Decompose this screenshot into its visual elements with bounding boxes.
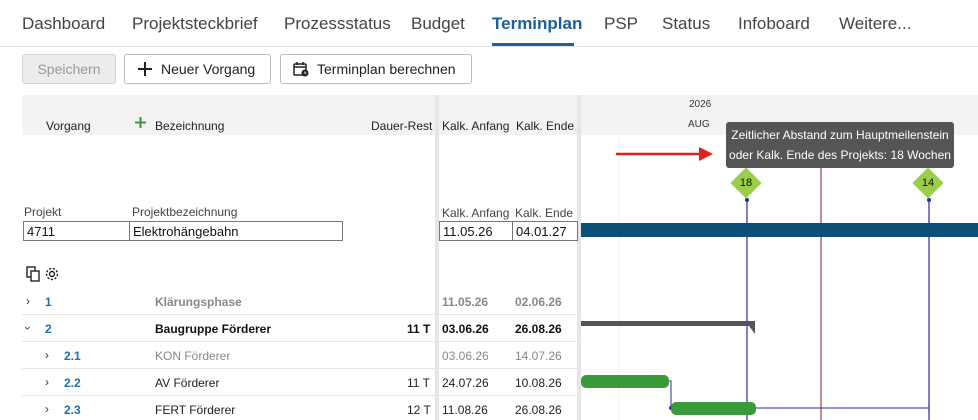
gantt-chart: [581, 135, 978, 420]
row-2-2-end: 10.08.26: [515, 376, 562, 390]
row-1-nr[interactable]: 1: [45, 295, 52, 309]
row-2-3-name: FERT Förderer: [155, 403, 236, 417]
row-2-1-end: 14.07.26: [515, 349, 562, 363]
row-divider: [22, 341, 436, 342]
tab-prozessstatus[interactable]: Prozessstatus: [284, 14, 391, 33]
grid-header: [22, 95, 578, 135]
row-2-nr[interactable]: 2: [45, 322, 52, 336]
header-kalk-anfang[interactable]: Kalk. Anfang: [442, 119, 510, 133]
header-kalk-ende[interactable]: Kalk. Ende: [516, 119, 575, 133]
tab-bar: Dashboard Projektsteckbrief Prozessstatu…: [0, 0, 978, 47]
gantt-year-label: 2026: [689, 99, 712, 110]
row-divider: [439, 368, 577, 369]
tab-projektsteckbrief[interactable]: Projektsteckbrief: [132, 14, 258, 33]
row-2-2-start: 24.07.26: [442, 376, 489, 390]
row-2-2-nr[interactable]: 2.2: [64, 376, 81, 390]
row-divider: [439, 341, 577, 342]
row-2-2-duration: 11 T: [407, 376, 430, 390]
row-2-3-end: 26.08.26: [515, 403, 562, 417]
tab-status[interactable]: Status: [662, 14, 711, 33]
summary-bar: [581, 321, 755, 326]
project-id-field[interactable]: 4711: [23, 221, 130, 241]
tooltip-line-2: oder Kalk. Ende des Projekts: 18 Wochen: [729, 148, 951, 162]
row-2-duration: 11 T: [407, 322, 431, 336]
row-2-3-duration: 12 T: [407, 403, 431, 417]
row-2-start: 03.06.26: [442, 322, 489, 336]
gantt-month-label: AUG: [688, 119, 710, 130]
task-bar-fert: [671, 402, 756, 415]
milestone-tooltip: Zeitlicher Abstand zum Hauptmeilenstein …: [726, 122, 954, 168]
tab-budget[interactable]: Budget: [411, 14, 465, 33]
row-2-name: Baugruppe Förderer: [155, 322, 272, 336]
project-label: Projekt: [24, 205, 62, 219]
project-end-field[interactable]: 04.01.27: [512, 221, 578, 241]
column-splitter[interactable]: [435, 95, 439, 420]
row-2-1-start: 03.06.26: [442, 349, 489, 363]
new-task-label: Neuer Vorgang: [161, 61, 256, 77]
tab-dashboard[interactable]: Dashboard: [22, 14, 106, 33]
project-start-field[interactable]: 11.05.26: [439, 221, 513, 241]
row-2-3-nr[interactable]: 2.3: [64, 403, 81, 417]
project-start-label: Kalk. Anfang: [442, 206, 510, 220]
row-2-end: 26.08.26: [515, 322, 562, 336]
save-button-label: Speichern: [37, 61, 101, 77]
expand-chevron-right-icon[interactable]: ›: [45, 348, 49, 362]
header-dauer-rest[interactable]: Dauer-Rest: [371, 119, 433, 133]
add-row-icon[interactable]: [134, 116, 147, 134]
tooltip-line-1: Zeitlicher Abstand zum Hauptmeilenstein: [731, 128, 949, 142]
header-vorgang[interactable]: Vorgang: [46, 119, 91, 133]
milestone-label-2: 14: [921, 177, 935, 189]
hint-arrow-head: [699, 147, 713, 161]
row-1-end: 02.06.26: [515, 295, 562, 309]
row-2-3-start: 11.08.26: [442, 403, 488, 417]
project-bar: [581, 223, 978, 237]
project-end-label: Kalk. Ende: [515, 206, 574, 220]
expand-chevron-right-icon[interactable]: ›: [45, 375, 49, 389]
save-button[interactable]: Speichern: [22, 54, 116, 84]
row-divider: [22, 395, 436, 396]
task-bar-av: [581, 375, 669, 388]
gantt-splitter[interactable]: [577, 95, 581, 420]
project-name-label: Projektbezeichnung: [132, 205, 238, 219]
plus-icon: [137, 61, 153, 77]
tab-infoboard[interactable]: Infoboard: [738, 14, 810, 33]
tab-psp[interactable]: PSP: [604, 14, 639, 33]
calculate-schedule-label: Terminplan berechnen: [317, 61, 456, 77]
expand-chevron-right-icon[interactable]: ›: [26, 294, 30, 308]
gear-icon[interactable]: [44, 266, 60, 287]
new-task-button[interactable]: Neuer Vorgang: [124, 54, 271, 84]
copy-icon[interactable]: [26, 266, 40, 287]
row-divider: [22, 314, 436, 315]
row-2-1-name: KON Förderer: [155, 349, 231, 363]
row-divider: [439, 395, 577, 396]
row-divider: [22, 368, 436, 369]
tab-terminplan[interactable]: Terminplan: [492, 14, 583, 33]
calculate-schedule-button[interactable]: Terminplan berechnen: [280, 54, 472, 84]
expand-chevron-right-icon[interactable]: ›: [45, 402, 49, 416]
tab-weitere[interactable]: Weitere...: [839, 14, 912, 33]
active-tab-indicator: [492, 43, 574, 46]
milestone-label-1: 18: [739, 177, 753, 189]
row-1-start: 11.05.26: [442, 295, 489, 309]
project-name-field[interactable]: Elektrohängebahn: [129, 221, 343, 241]
row-2-1-nr[interactable]: 2.1: [64, 349, 81, 363]
row-1-name: Klärungsphase: [155, 295, 242, 309]
row-2-2-name: AV Förderer: [155, 376, 220, 390]
header-bezeichnung[interactable]: Bezeichnung: [155, 119, 225, 133]
collapse-chevron-down-icon[interactable]: ›: [21, 326, 35, 330]
row-divider: [439, 314, 577, 315]
calendar-clock-icon: [293, 61, 309, 77]
